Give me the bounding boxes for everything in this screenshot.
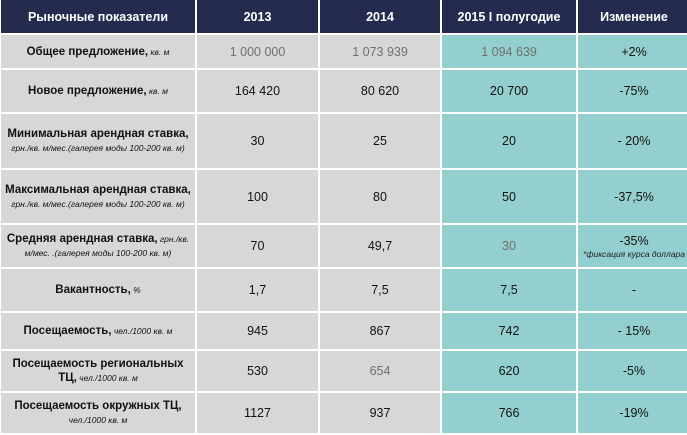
table-row: Минимальная арендная ставка, грн./кв. м/… — [1, 114, 687, 168]
cell-change: - — [578, 269, 687, 311]
cell-2014: 49,7 — [320, 225, 440, 267]
cell-2014: 80 620 — [320, 70, 440, 112]
cell-change: - 15% — [578, 313, 687, 349]
cell-2014: 7,5 — [320, 269, 440, 311]
label-text: Вакантность, — [55, 284, 131, 296]
cell-2015: 20 700 — [442, 70, 576, 112]
cell-2015: 742 — [442, 313, 576, 349]
label-unit: грн./кв. м/мес. .(галерея моды 100-200 к… — [24, 234, 190, 258]
cell-change: +2% — [578, 35, 687, 68]
row-label: Средняя арендная ставка, грн./кв. м/мес.… — [1, 225, 195, 267]
label-unit: грн./кв. м/мес.(галерея моды 100-200 кв.… — [11, 198, 185, 209]
label-unit: % — [130, 285, 141, 295]
row-label: Минимальная арендная ставка, грн./кв. м/… — [1, 114, 195, 168]
cell-change: -35% *фиксация курса доллара — [578, 225, 687, 267]
cell-2013: 530 — [197, 351, 318, 391]
cell-2014: 25 — [320, 114, 440, 168]
label-text: Средняя арендная ставка, — [6, 233, 158, 245]
header-change: Изменение — [578, 0, 687, 33]
row-label: Посещаемость, чел./1000 кв. м — [1, 313, 195, 349]
cell-change: -37,5% — [578, 170, 687, 223]
cell-2013: 945 — [197, 313, 318, 349]
cell-2013: 70 — [197, 225, 318, 267]
cell-2015: 766 — [442, 393, 576, 433]
label-text: Посещаемость, — [23, 325, 112, 337]
header-2013: 2013 — [197, 0, 318, 33]
header-2015-h1: 2015 I полугодие — [442, 0, 576, 33]
cell-change: -5% — [578, 351, 687, 391]
table-row: Посещаемость региональных ТЦ, чел./1000 … — [1, 351, 687, 391]
label-text: Новое предложение, — [28, 85, 147, 97]
cell-2013: 1 000 000 — [197, 35, 318, 68]
row-label: Максимальная арендная ставка, грн./кв. м… — [1, 170, 195, 223]
cell-2015: 1 094 639 — [442, 35, 576, 68]
label-text: Посещаемость окружных ТЦ, — [14, 400, 182, 412]
row-label: Посещаемость окружных ТЦ, чел./1000 кв. … — [1, 393, 195, 433]
cell-2014: 867 — [320, 313, 440, 349]
cell-2014: 80 — [320, 170, 440, 223]
label-text: Общее предложение, — [26, 45, 149, 58]
cell-change: -75% — [578, 70, 687, 112]
change-value: -35% — [619, 233, 649, 248]
cell-2015: 30 — [442, 225, 576, 267]
table-row: Общее предложение, кв. м 1 000 000 1 073… — [1, 35, 687, 68]
cell-change: -19% — [578, 393, 687, 433]
header-2014: 2014 — [320, 0, 440, 33]
cell-2015: 20 — [442, 114, 576, 168]
cell-2015: 50 — [442, 170, 576, 223]
label-unit: чел./1000 кв. м — [68, 415, 128, 425]
table-row: Вакантность, % 1,7 7,5 7,5 - — [1, 269, 687, 311]
row-label: Новое предложение, кв. м — [1, 70, 195, 112]
row-label: Общее предложение, кв. м — [1, 35, 195, 68]
cell-2013: 30 — [197, 114, 318, 168]
cell-2015: 7,5 — [442, 269, 576, 311]
cell-2014: 654 — [320, 351, 440, 391]
label-unit: чел./1000 кв. м — [111, 326, 173, 336]
cell-change: - 20% — [578, 114, 687, 168]
table-row: Посещаемость, чел./1000 кв. м 945 867 74… — [1, 313, 687, 349]
cell-2013: 1,7 — [197, 269, 318, 311]
label-text: Максимальная арендная ставка, — [5, 183, 191, 196]
cell-2013: 100 — [197, 170, 318, 223]
label-text: Минимальная арендная ставка, — [7, 128, 189, 140]
cell-2015: 620 — [442, 351, 576, 391]
row-label: Посещаемость региональных ТЦ, чел./1000 … — [1, 351, 195, 391]
header-indicators: Рыночные показатели — [1, 0, 195, 33]
header-row: Рыночные показатели 2013 2014 2015 I пол… — [1, 0, 687, 33]
cell-2014: 937 — [320, 393, 440, 433]
label-unit: кв. м — [148, 46, 170, 57]
cell-2013: 164 420 — [197, 70, 318, 112]
row-label: Вакантность, % — [1, 269, 195, 311]
label-text: Посещаемость региональных ТЦ, — [12, 358, 184, 384]
cell-2013: 1127 — [197, 393, 318, 433]
change-note: *фиксация курса доллара — [583, 248, 685, 259]
table-row: Новое предложение, кв. м 164 420 80 620 … — [1, 70, 687, 112]
label-unit: кв. м — [146, 86, 168, 96]
table-row: Средняя арендная ставка, грн./кв. м/мес.… — [1, 225, 687, 267]
label-unit: грн./кв. м/мес.(галерея моды 100-200 кв.… — [11, 143, 185, 153]
cell-2014: 1 073 939 — [320, 35, 440, 68]
table-row: Максимальная арендная ставка, грн./кв. м… — [1, 170, 687, 223]
table-row: Посещаемость окружных ТЦ, чел./1000 кв. … — [1, 393, 687, 433]
label-unit: чел./1000 кв. м — [76, 373, 138, 383]
